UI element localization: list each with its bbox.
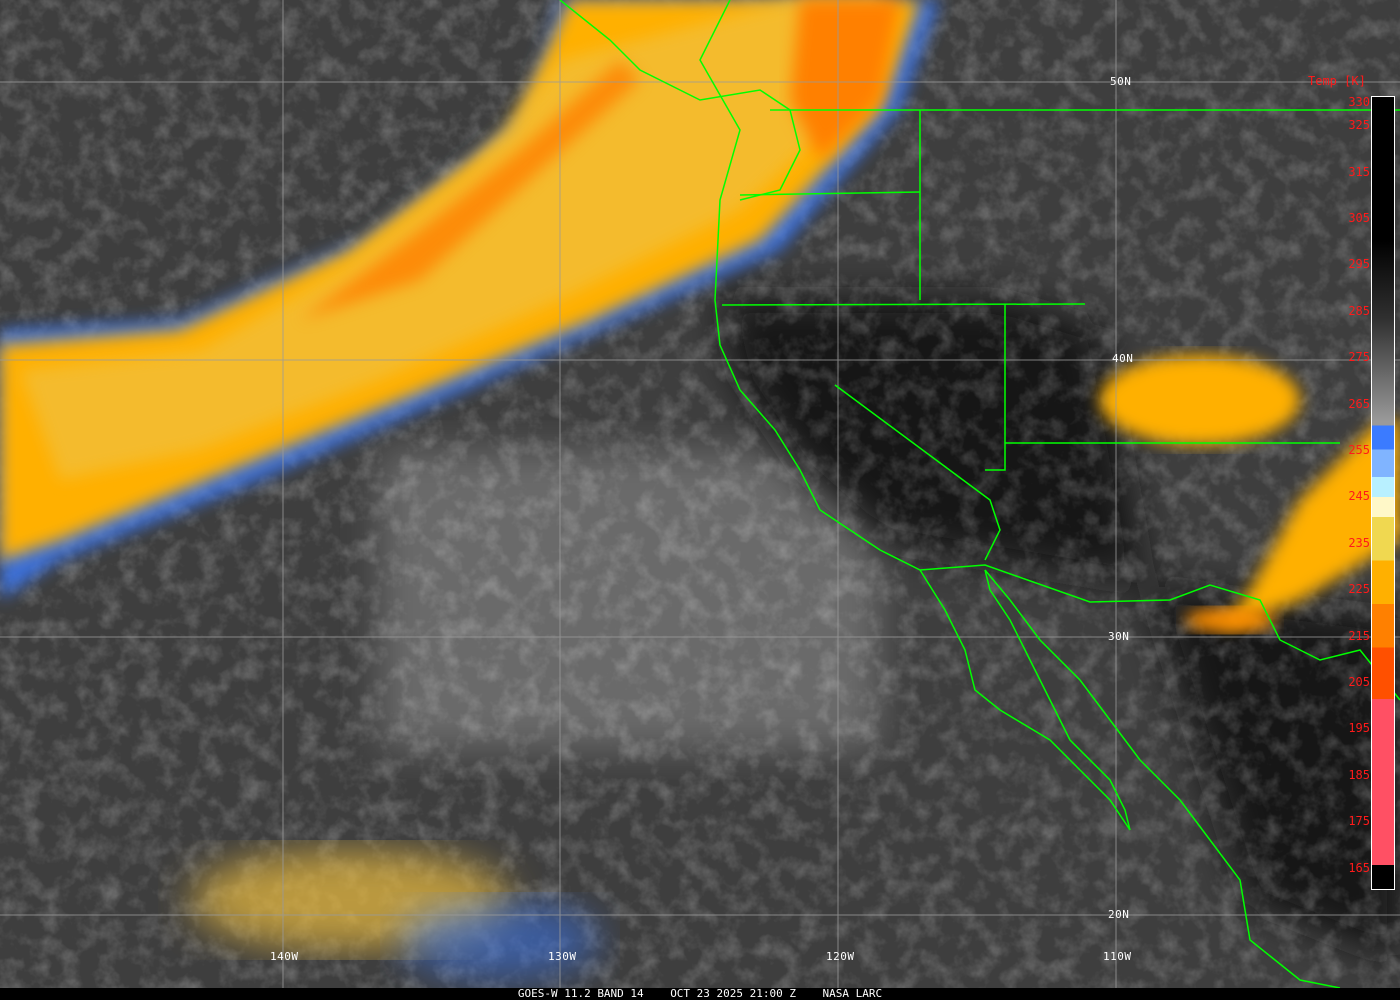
lat-label-40n: 40N	[1112, 352, 1134, 365]
lon-label-110w: 110W	[1103, 950, 1132, 963]
us-mexico-border	[919, 564, 1400, 701]
mexico-mainland-coast	[984, 569, 1341, 988]
colorbar-tick-label: 225	[1348, 582, 1370, 597]
image-caption: GOES-W 11.2 BAND 14 OCT 23 2025 21:00 Z …	[0, 988, 1400, 1000]
caption-datetime: OCT 23 2025 21:00 Z	[670, 987, 797, 1000]
or-ca-border	[721, 303, 1086, 306]
lat-label-50n: 50N	[1110, 75, 1132, 88]
colorbar-tick-label: 265	[1348, 396, 1370, 411]
colorbar-tick-label: 205	[1348, 675, 1370, 689]
nv-east-border	[985, 304, 1006, 471]
colorbar-tick-label: 275	[1348, 350, 1370, 365]
colorbar-tick-label: 215	[1348, 628, 1370, 643]
lon-label-140w: 140W	[270, 950, 299, 963]
colorbar-tick-label: 305	[1348, 211, 1370, 225]
wa-or-border	[739, 191, 921, 196]
lon-label-130w: 130W	[548, 950, 577, 963]
colorbar-tick-label: 195	[1348, 721, 1370, 736]
colorbar-tick-label: 255	[1348, 443, 1370, 457]
cloud-cluster-southwest	[190, 355, 1400, 980]
colorbar-tick-label: 330	[1348, 95, 1370, 109]
colorbar-tick-label: 185	[1348, 767, 1370, 782]
colorbar-tick-label: 165	[1348, 860, 1370, 875]
colorbar-tick-label: 235	[1348, 535, 1370, 550]
northern-coast	[559, 0, 801, 201]
colorbar-title: Temp [K]	[1308, 74, 1366, 88]
colorbar-tick-label: 285	[1348, 303, 1370, 318]
colorbar-tick-label: 325	[1348, 118, 1370, 133]
ca-nv-border	[834, 384, 1001, 561]
colorbar-tick-label: 245	[1348, 489, 1370, 504]
caption-satellite: GOES-W 11.2 BAND 14	[517, 987, 644, 1000]
colorbar-tick-label: 175	[1348, 814, 1370, 829]
lat-label-30n: 30N	[1108, 630, 1130, 643]
baja-peninsula	[919, 569, 1131, 831]
lat-label-20n: 20N	[1108, 908, 1130, 921]
coastline-west	[699, 0, 921, 571]
political-boundaries	[559, 0, 1400, 988]
temperature-colorbar	[1371, 96, 1395, 890]
colorbar-tick-label: 295	[1348, 257, 1370, 272]
caption-source: NASA LARC	[822, 987, 883, 1000]
colorbar-tick-label: 315	[1348, 164, 1370, 179]
lon-label-120w: 120W	[826, 950, 855, 963]
